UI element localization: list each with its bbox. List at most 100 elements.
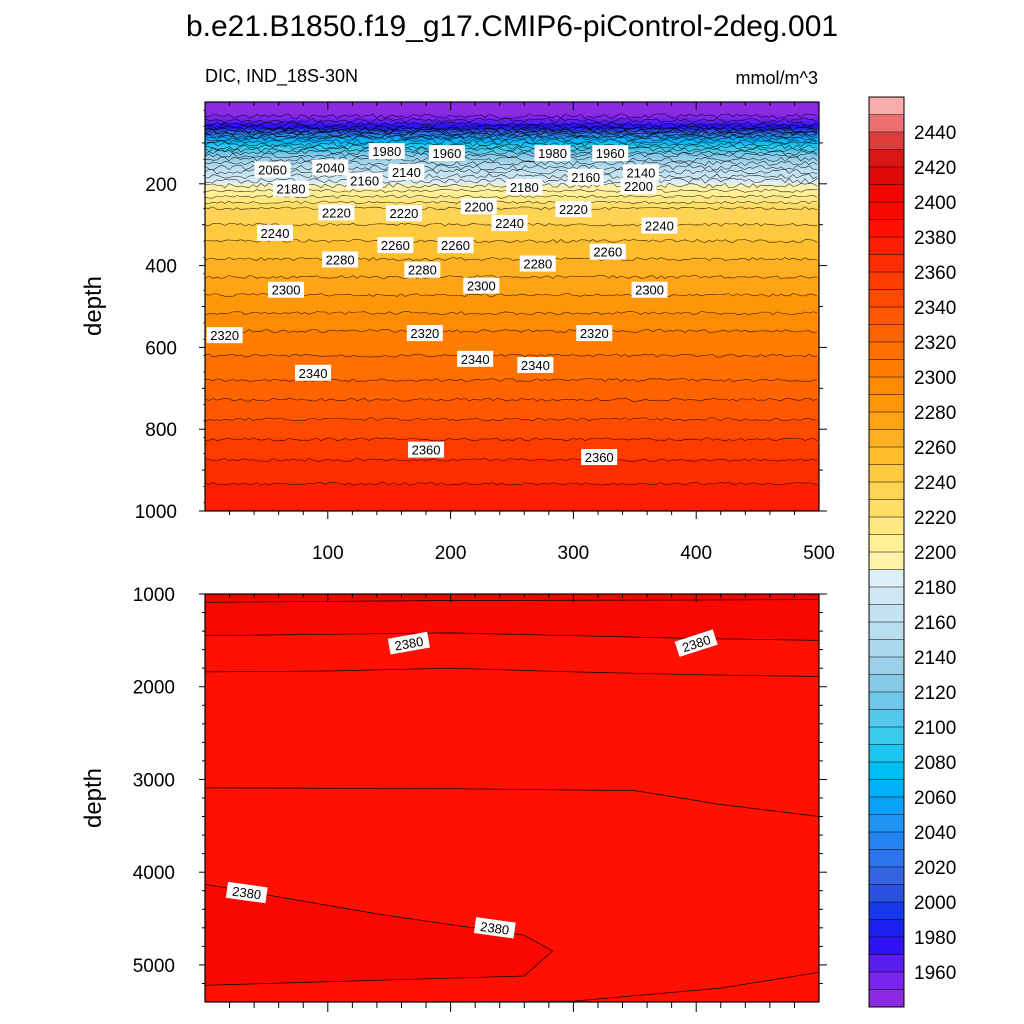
upper-contour-label: 2360: [408, 441, 445, 458]
contour-label-box: [506, 179, 543, 196]
colorbar-label: 1980: [914, 928, 956, 949]
colorbar-label: 2340: [914, 298, 956, 319]
upper-contour-line: [205, 206, 818, 211]
upper-contour-line: [205, 417, 818, 422]
colorbar-swatch: [869, 429, 904, 448]
upper-contour-label: 1980: [534, 145, 571, 162]
colorbar-swatch: [869, 832, 904, 850]
lower-contour-line: [205, 883, 554, 986]
lower-contour-label: 2380: [473, 917, 516, 939]
upper-contour-label: 2240: [641, 217, 678, 234]
contour-label-box: [408, 441, 445, 458]
contour-label-text: 2320: [580, 326, 609, 341]
contour-label-box: [491, 215, 528, 232]
upper-contour-label: 2340: [295, 364, 332, 381]
contour-label-box: [225, 881, 268, 904]
contour-label-box: [428, 145, 465, 162]
contour-label-box: [589, 243, 626, 260]
lower-y-tick-label: 4000: [133, 863, 175, 884]
contour-label-text: 2380: [393, 634, 424, 654]
upper-contour-line: [205, 113, 818, 120]
lower-field: [205, 594, 819, 1002]
upper-contour-line: [205, 133, 818, 139]
upper-y-tick-label: 400: [145, 257, 177, 278]
colorbar-swatch: [869, 254, 904, 273]
lower-contour-line: [205, 632, 819, 641]
upper-x-tick-label: 300: [558, 543, 590, 564]
upper-y-tick-label: 200: [145, 175, 177, 196]
upper-contour-line: [205, 481, 818, 486]
colorbar-label: 2120: [914, 683, 956, 704]
colorbar-swatch: [869, 954, 904, 973]
contour-label-text: 2340: [461, 352, 490, 367]
lower-contour-line: [205, 787, 819, 817]
upper-contour-line: [205, 457, 818, 462]
colorbar-swatch: [869, 639, 904, 658]
upper-contour-label: 2220: [555, 201, 592, 218]
lower-y-axis-label: depth: [80, 768, 107, 828]
colorbar-swatch: [869, 709, 904, 728]
colorbar-label: 2060: [914, 788, 956, 809]
contour-label-box: [576, 325, 613, 342]
colorbar-swatch: [869, 727, 904, 745]
upper-contour-line: [205, 117, 818, 124]
colorbar-label: 2300: [914, 368, 956, 389]
colorbar-swatch: [869, 779, 904, 798]
upper-y-tick-label: 800: [145, 420, 177, 441]
upper-contour-line: [205, 124, 818, 131]
colorbar-label: 2000: [914, 893, 956, 914]
colorbar-swatch: [869, 622, 904, 640]
contour-label-box: [312, 159, 349, 176]
colorbar-swatch: [869, 744, 904, 763]
upper-contour-line: [205, 257, 818, 261]
colorbar-label: 2100: [914, 718, 956, 739]
contour-label-text: 2040: [316, 160, 345, 175]
lower-band-second: [205, 599, 819, 641]
upper-contour-line: [205, 146, 818, 153]
colorbar-label: 2280: [914, 403, 956, 424]
contour-label-box: [318, 204, 355, 221]
contour-label-text: 2240: [645, 219, 674, 234]
colorbar-swatch: [869, 289, 904, 308]
upper-contour-line: [205, 144, 818, 150]
upper-x-tick-label: 100: [312, 543, 344, 564]
colorbar-swatch: [869, 202, 904, 220]
colorbar-swatch: [869, 587, 904, 605]
colorbar-label: 2200: [914, 543, 956, 564]
contour-label-box: [272, 180, 309, 197]
upper-y-axis-label: depth: [80, 276, 107, 336]
contour-label-text: 2260: [593, 245, 622, 260]
contour-label-text: 2380: [479, 919, 510, 938]
upper-contour-line: [205, 141, 818, 148]
upper-contour-line: [205, 160, 818, 167]
contour-label-box: [519, 255, 556, 272]
upper-contour-label: 2040: [312, 159, 349, 176]
chart-title: b.e21.B1850.f19_g17.CMIP6-piControl-2deg…: [186, 10, 838, 43]
contour-label-text: 2360: [585, 450, 614, 465]
upper-contour-label: 2220: [385, 205, 422, 222]
upper-contour-label: 2180: [272, 180, 309, 197]
colorbar-swatch: [869, 114, 904, 133]
upper-contour-label: 2360: [581, 449, 618, 466]
contour-label-text: 2180: [510, 180, 539, 195]
contour-label-text: 2300: [272, 283, 301, 298]
colorbar-swatch: [869, 132, 904, 150]
colorbar-swatch: [869, 482, 904, 500]
colorbar-swatch: [869, 464, 904, 483]
upper-y-tick-label: 600: [145, 338, 177, 359]
colorbar-swatch: [869, 184, 904, 203]
colorbar-swatch: [869, 814, 904, 833]
contour-label-text: 2160: [571, 170, 600, 185]
upper-contour-line: [205, 200, 818, 205]
upper-contour-label: 1960: [428, 145, 465, 162]
contour-label-text: 2240: [495, 216, 524, 231]
contour-label-text: 2340: [521, 358, 550, 373]
contour-label-box: [581, 449, 618, 466]
upper-contour-label: 2200: [620, 177, 657, 194]
colorbar-swatch: [869, 674, 904, 693]
colorbar-label: 2180: [914, 578, 956, 599]
contour-label-box: [404, 261, 441, 278]
upper-contour-label: 2200: [460, 198, 497, 215]
upper-field-fill: [205, 102, 819, 511]
